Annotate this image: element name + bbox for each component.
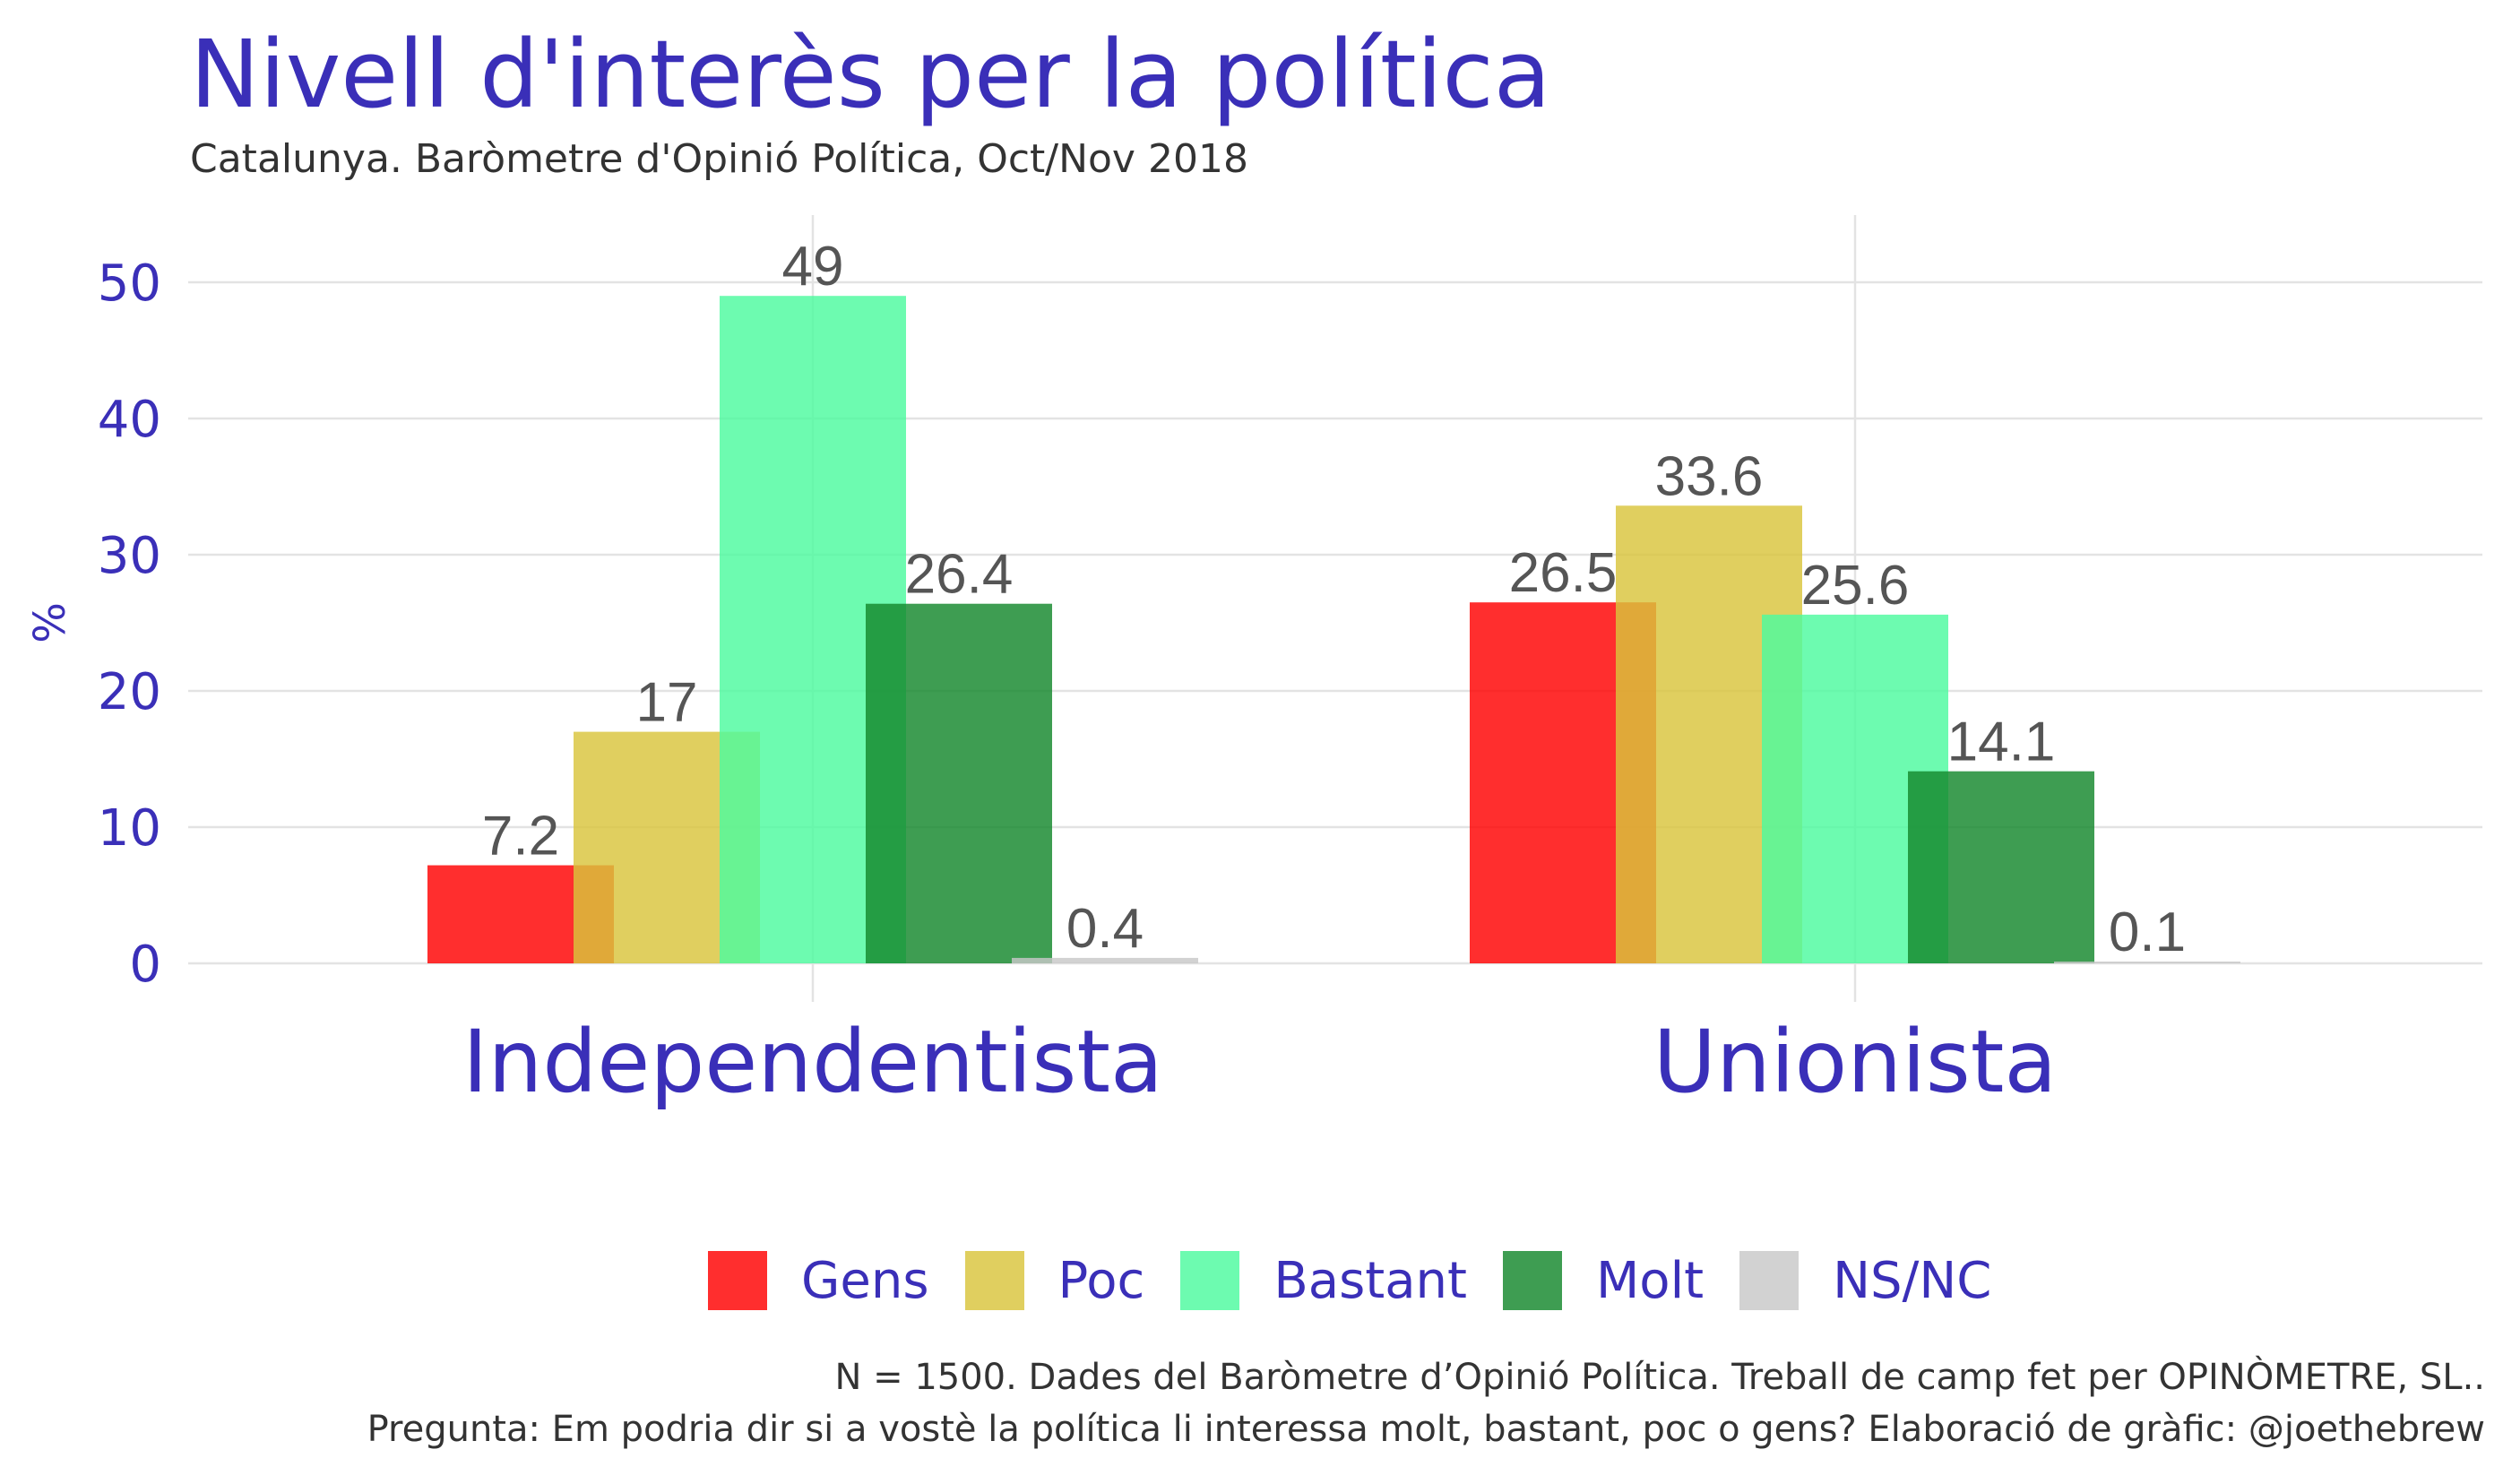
legend-label: Gens <box>801 1251 929 1310</box>
bar <box>2054 962 2240 963</box>
data-label: 0.1 <box>2109 902 2186 963</box>
caption-line-1: N = 1500. Dades del Baròmetre d’Opinió P… <box>834 1357 2485 1398</box>
y-tick-label: 30 <box>98 527 161 585</box>
legend-item: Gens <box>708 1251 929 1310</box>
bar <box>866 603 1052 963</box>
data-label: 49 <box>782 236 844 298</box>
bar <box>1012 957 1198 963</box>
axes: 0 10 20 30 40 50% Independentista Unionista <box>25 255 2057 1112</box>
chart-title: Nivell d'interès per la política <box>190 20 1551 129</box>
legend-item: Bastant <box>1180 1251 1467 1310</box>
data-label: 26.4 <box>905 544 1014 606</box>
bar <box>1908 771 2094 963</box>
x-tick-label: Independentista <box>462 1012 1163 1112</box>
data-label: 26.5 <box>1509 542 1618 604</box>
y-tick-label: 10 <box>98 799 161 858</box>
legend-swatch <box>708 1251 767 1310</box>
legend-swatch <box>1502 1251 1562 1310</box>
legend-item: NS/NC <box>1739 1251 1991 1310</box>
legend-label: NS/NC <box>1833 1251 1992 1310</box>
data-labels: 7.2 17 49 26.4 0.4 26.5 33.6 25.6 14.1 0.1 <box>482 236 2186 963</box>
y-tick-label: 0 <box>129 936 161 994</box>
bars <box>427 296 2240 963</box>
legend-label: Poc <box>1057 1251 1145 1310</box>
data-label: 17 <box>636 672 698 734</box>
data-label: 14.1 <box>1947 712 2056 773</box>
legend-label: Molt <box>1595 1251 1705 1310</box>
legend-item: Molt <box>1502 1251 1705 1310</box>
caption-line-2: Pregunta: Em podria dir si a vostè la po… <box>367 1409 2485 1450</box>
y-tick-label: 40 <box>98 391 161 449</box>
caption: N = 1500. Dades del Baròmetre d’Opinió P… <box>367 1351 2485 1455</box>
y-axis-label: % <box>25 602 75 643</box>
data-label: 0.4 <box>1066 898 1144 960</box>
legend-swatch <box>1739 1251 1800 1310</box>
legend-label: Bastant <box>1273 1251 1467 1310</box>
chart-subtitle: Catalunya. Baròmetre d'Opinió Política, … <box>190 136 1248 182</box>
legend-swatch <box>1180 1251 1240 1310</box>
data-label: 33.6 <box>1655 445 1764 507</box>
y-tick-label: 20 <box>98 663 161 721</box>
data-label: 25.6 <box>1801 555 1910 617</box>
x-tick-label: Unionista <box>1653 1012 2058 1112</box>
legend-swatch <box>964 1251 1024 1310</box>
data-label: 7.2 <box>482 806 559 867</box>
y-tick-label: 50 <box>98 255 161 313</box>
legend-item: Poc <box>964 1251 1145 1310</box>
legend: Gens Poc Bastant Molt NS/NC <box>708 1251 2027 1310</box>
